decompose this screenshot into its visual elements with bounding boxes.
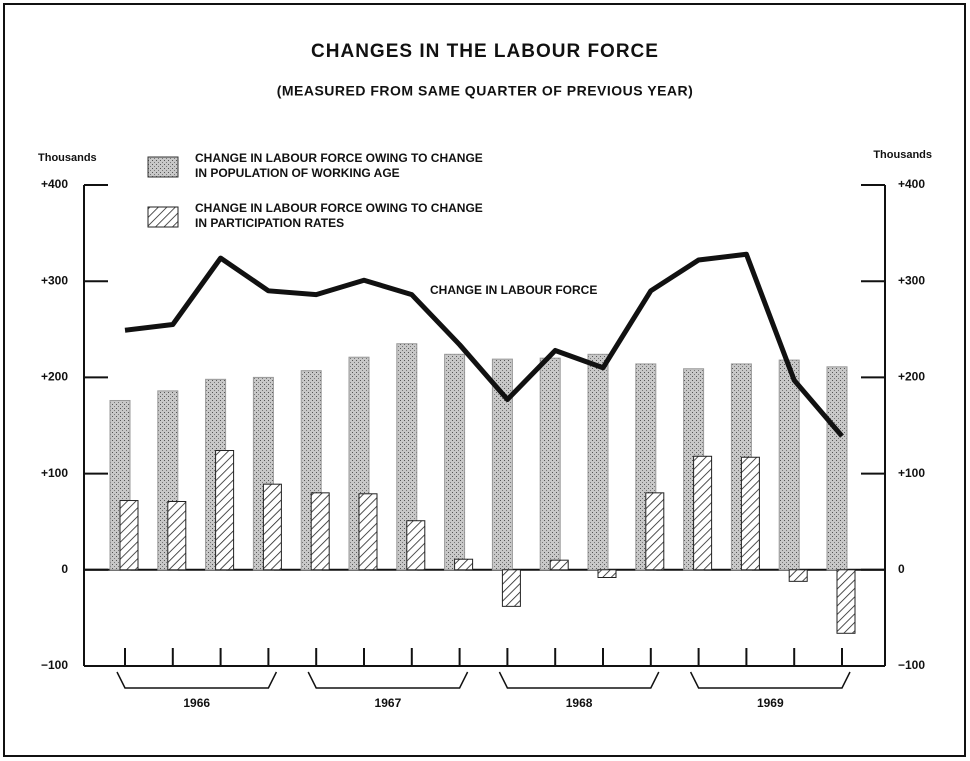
bar bbox=[597, 569, 617, 578]
bar bbox=[836, 569, 856, 634]
y-tick-label: +300 bbox=[41, 273, 68, 287]
bar bbox=[310, 492, 330, 571]
line bbox=[124, 251, 844, 438]
y2-tick-label: +300 bbox=[898, 273, 925, 287]
frame bbox=[3, 3, 966, 757]
y2-axis-label: Thousands bbox=[873, 149, 932, 161]
bar bbox=[826, 366, 848, 571]
bar bbox=[119, 500, 139, 571]
y-axis-label: Thousands bbox=[38, 152, 97, 164]
bar bbox=[740, 456, 760, 571]
bar bbox=[167, 500, 187, 571]
legend-label: CHANGE IN LABOUR FORCE OWING TO CHANGE IN… bbox=[195, 151, 483, 180]
bar bbox=[549, 559, 569, 571]
y2-tick-label: +400 bbox=[898, 177, 925, 191]
y-tick-label: +200 bbox=[41, 370, 68, 384]
y2-tick-label: 0 bbox=[898, 562, 905, 576]
bar bbox=[262, 483, 282, 571]
bar bbox=[778, 359, 800, 571]
y2-tick-label: +100 bbox=[898, 466, 925, 480]
year-label: 1967 bbox=[375, 696, 402, 710]
year-bracket bbox=[116, 671, 278, 689]
bar bbox=[215, 450, 235, 571]
y-tick-label: +100 bbox=[41, 466, 68, 480]
year-bracket bbox=[307, 671, 469, 689]
year-label: 1966 bbox=[183, 696, 210, 710]
year-bracket bbox=[689, 671, 851, 689]
bar bbox=[788, 569, 808, 582]
bar bbox=[454, 558, 474, 571]
chart-title: CHANGES IN THE LABOUR FORCE bbox=[311, 41, 659, 62]
chart-subtitle: (MEASURED FROM SAME QUARTER OF PREVIOUS … bbox=[277, 83, 694, 99]
legend-label: CHANGE IN LABOUR FORCE OWING TO CHANGE IN… bbox=[195, 201, 483, 230]
year-label: 1968 bbox=[566, 696, 593, 710]
legend-swatch bbox=[147, 206, 179, 228]
y-tick-label: 0 bbox=[61, 562, 68, 576]
y2-tick-label: +200 bbox=[898, 370, 925, 384]
line-label: CHANGE IN LABOUR FORCE bbox=[430, 283, 597, 297]
bar bbox=[587, 353, 609, 571]
year-bracket bbox=[498, 671, 660, 689]
bar bbox=[358, 493, 378, 571]
bar bbox=[539, 357, 561, 571]
bar bbox=[501, 569, 521, 607]
year-label: 1969 bbox=[757, 696, 784, 710]
y-tick-label: −100 bbox=[41, 658, 68, 672]
legend-swatch bbox=[147, 156, 179, 178]
bar bbox=[406, 520, 426, 571]
bar bbox=[444, 353, 466, 571]
y2-tick-label: −100 bbox=[898, 658, 925, 672]
y-tick-label: +400 bbox=[41, 177, 68, 191]
bar bbox=[645, 492, 665, 571]
bar bbox=[693, 455, 713, 571]
